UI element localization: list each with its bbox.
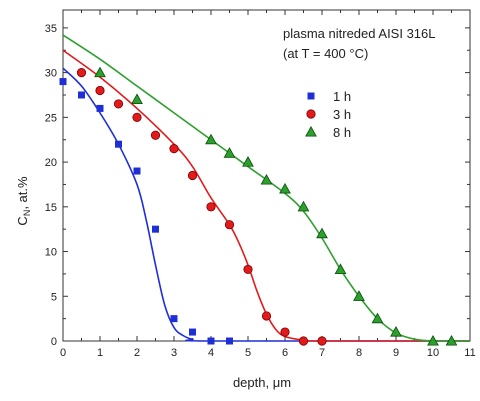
x-tick-label: 10 — [427, 347, 439, 359]
data-point-3h — [243, 264, 253, 275]
data-point-3h — [76, 68, 87, 78]
data-point-8h — [279, 182, 291, 194]
data-point-8h — [131, 93, 143, 105]
legend-label: 1 h — [333, 89, 351, 104]
data-point-3h — [113, 99, 124, 109]
legend-marker-8h — [305, 125, 317, 137]
data-point-3h — [317, 336, 327, 346]
y-tick-label: 5 — [51, 291, 57, 303]
data-point-1h — [207, 337, 215, 345]
data-point-1h — [189, 328, 196, 336]
data-point-8h — [427, 334, 439, 346]
data-point-8h — [316, 227, 328, 239]
y-tick-label: 10 — [45, 247, 57, 259]
data-point-3h — [187, 170, 198, 181]
y-tick-label: 15 — [45, 202, 57, 214]
data-point-3h — [298, 336, 309, 346]
y-tick-label: 0 — [51, 336, 57, 348]
legend-marker-1h — [307, 92, 315, 100]
x-tick-label: 3 — [171, 347, 177, 359]
x-tick-label: 11 — [464, 347, 475, 359]
x-tick-label: 8 — [356, 347, 362, 359]
legend: 1 h 3 h 8 h — [305, 89, 351, 140]
data-point-1h — [133, 167, 141, 175]
data-point-8h — [260, 173, 273, 185]
fit-curve-8h — [62, 34, 470, 342]
data-point-8h — [371, 312, 384, 324]
legend-label: 3 h — [333, 107, 351, 122]
data-point-3h — [224, 220, 235, 230]
y-tick-label: 35 — [45, 23, 57, 35]
x-tick-label: 4 — [208, 347, 214, 359]
data-point-3h — [169, 144, 179, 154]
data-point-3h — [280, 327, 290, 337]
legend-marker-3h — [306, 109, 316, 119]
data-point-1h — [78, 91, 85, 99]
data-point-3h — [150, 130, 161, 140]
data-point-8h — [297, 200, 310, 212]
fit-curve-1h — [62, 67, 470, 342]
x-tick-label: 2 — [134, 347, 140, 359]
data-point-3h — [261, 311, 272, 321]
annotation-line-2: (at T = 400 °C) — [283, 46, 368, 61]
data-point-8h — [242, 156, 254, 167]
data-point-8h — [445, 334, 458, 346]
x-tick-label: 5 — [245, 347, 251, 359]
data-point-8h — [390, 326, 402, 337]
x-tick-label: 7 — [319, 347, 325, 359]
data-point-3h — [206, 202, 216, 212]
x-axis-title: depth, μm — [233, 375, 291, 390]
y-axis-title-rest: , at.% — [15, 176, 30, 210]
annotation-line-1: plasma nitreded AISI 316L — [283, 26, 436, 41]
data-point-1h — [115, 140, 122, 148]
x-tick-label: 6 — [282, 347, 288, 359]
legend-label: 8 h — [333, 125, 351, 140]
data-point-1h — [59, 78, 67, 86]
x-tick-label: 1 — [97, 347, 103, 359]
y-axis-title-main: C — [15, 216, 30, 225]
data-point-1h — [96, 104, 104, 112]
y-axis-title-subscript: N — [22, 210, 32, 217]
data-point-1h — [226, 337, 233, 345]
data-point-8h — [353, 290, 365, 301]
fit-curve-3h — [62, 49, 470, 342]
x-tick-label: 0 — [60, 347, 66, 359]
data-point-8h — [223, 147, 236, 158]
data-point-8h — [205, 133, 217, 145]
data-point-8h — [334, 263, 347, 274]
data-point-1h — [170, 315, 178, 323]
y-tick-label: 25 — [45, 112, 57, 124]
x-tick-label: 9 — [393, 347, 399, 359]
y-axis-title: CN, at.% — [15, 176, 32, 226]
data-point-1h — [152, 225, 159, 233]
y-tick-label: 30 — [45, 68, 57, 80]
data-point-3h — [132, 112, 142, 122]
y-tick-label: 20 — [45, 157, 57, 169]
data-point-3h — [95, 85, 105, 96]
data-point-8h — [94, 66, 106, 78]
